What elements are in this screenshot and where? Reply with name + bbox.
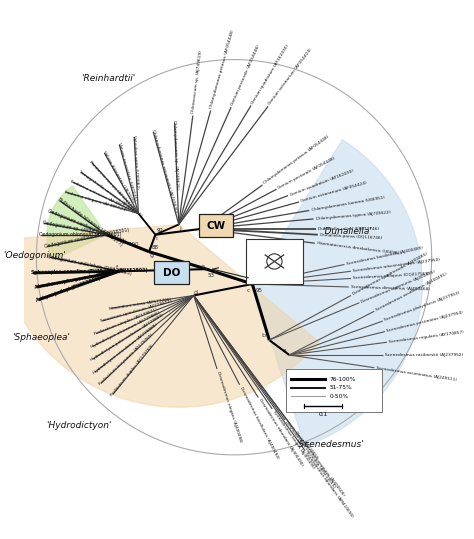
FancyBboxPatch shape [199,215,233,237]
Text: Scenedesmus raciborskii (AJ237952): Scenedesmus raciborskii (AJ237952) [385,353,463,357]
Text: Chlamydomonas typica (AJ749622): Chlamydomonas typica (AJ749622) [316,210,391,221]
Text: Dunaliella salina (EF473746): Dunaliella salina (EF473746) [318,227,379,231]
Circle shape [267,254,282,269]
Text: Desmodesmus elegans (AJ400498): Desmodesmus elegans (AJ400498) [216,370,242,443]
Text: Pediastrum boryanum (AY179769): Pediastrum boryanum (AY179769) [98,333,154,386]
Text: 'Scenedesmus': 'Scenedesmus' [296,440,364,449]
Text: Scenedesmus basiliensis (AJ400489): Scenedesmus basiliensis (AJ400489) [346,246,423,266]
Text: d: d [194,289,198,295]
Text: Atractomorpha porcata (EU352803): Atractomorpha porcata (EU352803) [34,267,126,290]
Text: Desmodesmus coccoidea (AM410655): Desmodesmus coccoidea (AM410655) [285,420,337,489]
Text: Gonium pectorale (AF054448): Gonium pectorale (AF054448) [277,156,336,190]
Wedge shape [47,186,107,260]
Text: Pediastrum duplex (AY179769): Pediastrum duplex (AY179769) [110,344,155,397]
Text: Bulbochaete hiloensis (AY962577): Bulbochaete hiloensis (AY962577) [56,197,123,248]
Text: k: k [131,209,135,214]
Text: Gonium octonarium (AF054424): Gonium octonarium (AF054424) [301,181,368,203]
Text: Gonium quadratum (AF162430): Gonium quadratum (AF162430) [250,44,290,105]
Text: Oedogonium cardiacum (AY962677): Oedogonium cardiacum (AY962677) [47,209,126,245]
Text: Oedogonium undulatum (DQ178025): Oedogonium undulatum (DQ178025) [47,254,132,277]
Text: b: b [261,333,265,338]
Text: 95: 95 [255,288,263,293]
Text: i: i [156,237,157,241]
Text: Scenedesmus platydiscus (AJ237953): Scenedesmus platydiscus (AJ237953) [384,291,461,322]
Text: 88: 88 [151,245,158,250]
Text: 'Oedogonium': 'Oedogonium' [3,251,66,260]
Text: Hydrodictyon patenaeforme (AY779889): Hydrodictyon patenaeforme (AY779889) [90,313,164,362]
Text: 92: 92 [157,228,164,233]
Text: Scenedesmus wisconsinensis (AJ237950): Scenedesmus wisconsinensis (AJ237950) [353,258,440,273]
Text: Scenedesmus acuminatus (AJ249511): Scenedesmus acuminatus (AJ249511) [376,366,457,382]
Text: Scenedesmus abundans (AM410656): Scenedesmus abundans (AM410656) [305,451,355,518]
Text: Scenedesmus dimorphus (AJ400468): Scenedesmus dimorphus (AJ400468) [351,285,430,292]
Text: h: h [100,230,104,235]
Text: Chlamydomonas reinwardtii (AJ749630): Chlamydomonas reinwardtii (AJ749630) [151,129,178,214]
Text: Desmodesmus bicellularis (AJ400494): Desmodesmus bicellularis (AJ400494) [239,386,279,459]
Wedge shape [0,224,319,407]
Text: Scenedesmus pectinatus (AJ237954): Scenedesmus pectinatus (AJ237954) [386,310,464,333]
Text: 0.1: 0.1 [319,412,328,417]
Text: Sorastrum spinulosum (AY779872): Sorastrum spinulosum (AY779872) [100,300,172,323]
Text: Haematococcus droebakensis (U66981): Haematococcus droebakensis (U66981) [317,241,401,256]
Text: Sphaeoplea annulina (EU352801, EU352802): Sphaeoplea annulina (EU352801, EU352802) [31,268,147,275]
FancyBboxPatch shape [286,369,382,411]
Text: Volvulina aeria (U90082): Volvulina aeria (U90082) [132,135,139,189]
Text: Dunaliella parva (DQ116746): Dunaliella parva (DQ116746) [320,233,382,240]
Text: 'Reinhardtii': 'Reinhardtii' [82,74,136,83]
Wedge shape [252,140,422,446]
Text: 0-50%: 0-50% [330,393,349,399]
Text: Chlamydomonas petasus (AF054448): Chlamydomonas petasus (AF054448) [263,135,330,185]
Text: Desmodesmus communis (AJ400506): Desmodesmus communis (AJ400506) [294,431,346,497]
Text: Scenedesmus obliquus (DQ417568): Scenedesmus obliquus (DQ417568) [353,272,430,280]
Text: Chlorococcum sp. (AJ749619): Chlorococcum sp. (AJ749619) [191,50,203,114]
Text: Stauridium tetras (AY577760): Stauridium tetras (AY577760) [109,297,172,310]
Text: DO: DO [163,267,180,278]
Text: Pandorina morum (AF376137): Pandorina morum (AF376137) [89,160,136,210]
Text: Oedogonium sp. (AY962675): Oedogonium sp. (AY962675) [42,220,108,237]
FancyBboxPatch shape [154,261,189,284]
Text: 100: 100 [128,243,138,247]
Text: 'Dunaliella': 'Dunaliella' [322,227,372,236]
Text: Desmodesmus communis (AJ400495): Desmodesmus communis (AJ400495) [361,270,436,304]
Text: 53: 53 [208,273,215,278]
Text: 'Hydrodictyon': 'Hydrodictyon' [46,420,112,430]
Text: Gonium pectorale (AF054448): Gonium pectorale (AF054448) [230,44,261,106]
Text: Hydrodictyon reticulatum (AY779888): Hydrodictyon reticulatum (AY779888) [92,323,158,375]
Text: 76-100%: 76-100% [330,377,356,382]
Text: Ankyra judayi (EU352800): Ankyra judayi (EU352800) [36,275,101,303]
Text: Chlamydomonas sp. (AJ749625): Chlamydomonas sp. (AJ749625) [173,120,179,190]
Text: Scenedesmus regularis (AY170857): Scenedesmus regularis (AY170857) [389,330,465,344]
Text: AM229658: AM229658 [302,440,319,461]
Text: Scenedesmus longus (AJ400490): Scenedesmus longus (AJ400490) [272,410,315,469]
Text: Gonium quadratum (AF162430): Gonium quadratum (AF162430) [289,169,354,197]
Text: g: g [149,253,153,258]
Text: Oedogonium oblongum (AY962681): Oedogonium oblongum (AY962681) [38,232,121,237]
Text: Desmodesmus quadricauda (AJ400485): Desmodesmus quadricauda (AJ400485) [352,252,428,296]
Text: Oedogonium nodulosum (DQ078301): Oedogonium nodulosum (DQ078301) [45,227,130,250]
Text: a: a [283,348,287,353]
FancyBboxPatch shape [246,239,303,284]
Text: e: e [200,265,204,270]
Text: Eudorina elegans (AF486524): Eudorina elegans (AF486524) [64,190,127,212]
Text: Volvox rousseletii (U87025): Volvox rousseletii (U87025) [117,142,137,201]
Text: CW: CW [206,221,226,231]
Text: Yamagishiella unicocca (AF008181): Yamagishiella unicocca (AF008181) [78,169,143,217]
Text: Scenedesmus acutiformis (AJ400491): Scenedesmus acutiformis (AJ400491) [375,272,448,312]
Text: 51-75%: 51-75% [330,385,353,390]
Text: Chlamydomonas petasus (AF054448): Chlamydomonas petasus (AF054448) [210,30,235,109]
Text: Pediastrum simplex (AY779871): Pediastrum simplex (AY779871) [93,308,158,336]
Text: Chlamydomonas komma (U66951): Chlamydomonas komma (U66951) [311,196,385,212]
Text: Eudorina unicocca (AF486525): Eudorina unicocca (AF486525) [70,179,132,212]
Text: Hydrodictyon africanum (AY779886): Hydrodictyon africanum (AY779886) [90,311,160,349]
Text: c: c [246,288,250,293]
Text: 'Sphaeoplea': 'Sphaeoplea' [12,334,70,342]
Text: Gonium octonarium (AF054424): Gonium octonarium (AF054424) [268,48,313,106]
Text: f: f [116,265,118,271]
Text: Desmodesmus abundans (AJ400490): Desmodesmus abundans (AJ400490) [258,398,303,467]
Text: j: j [179,226,181,231]
Text: Volvox dissipatus (U87020): Volvox dissipatus (U87020) [101,150,134,204]
